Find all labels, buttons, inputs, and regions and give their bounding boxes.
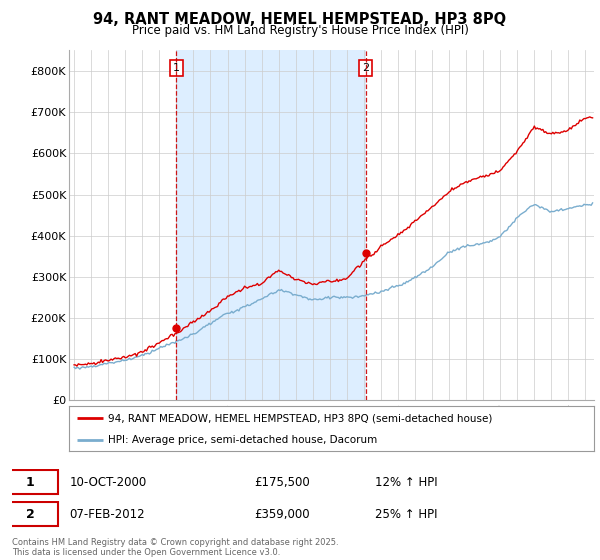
- Text: 94, RANT MEADOW, HEMEL HEMPSTEAD, HP3 8PQ: 94, RANT MEADOW, HEMEL HEMPSTEAD, HP3 8P…: [94, 12, 506, 27]
- Text: 25% ↑ HPI: 25% ↑ HPI: [375, 507, 437, 521]
- Text: 07-FEB-2012: 07-FEB-2012: [70, 507, 145, 521]
- Text: HPI: Average price, semi-detached house, Dacorum: HPI: Average price, semi-detached house,…: [109, 435, 377, 445]
- Text: 1: 1: [173, 63, 180, 73]
- Text: Contains HM Land Registry data © Crown copyright and database right 2025.
This d: Contains HM Land Registry data © Crown c…: [12, 538, 338, 557]
- FancyBboxPatch shape: [4, 502, 58, 526]
- FancyBboxPatch shape: [4, 470, 58, 494]
- Bar: [176, 50, 365, 400]
- Text: 12% ↑ HPI: 12% ↑ HPI: [375, 475, 437, 489]
- Text: 10-OCT-2000: 10-OCT-2000: [70, 475, 147, 489]
- Text: £359,000: £359,000: [254, 507, 310, 521]
- Text: 2: 2: [362, 63, 369, 73]
- Text: Price paid vs. HM Land Registry's House Price Index (HPI): Price paid vs. HM Land Registry's House …: [131, 24, 469, 36]
- Text: 1: 1: [26, 475, 35, 489]
- Text: £175,500: £175,500: [254, 475, 310, 489]
- Text: 94, RANT MEADOW, HEMEL HEMPSTEAD, HP3 8PQ (semi-detached house): 94, RANT MEADOW, HEMEL HEMPSTEAD, HP3 8P…: [109, 413, 493, 423]
- Text: 2: 2: [26, 507, 35, 521]
